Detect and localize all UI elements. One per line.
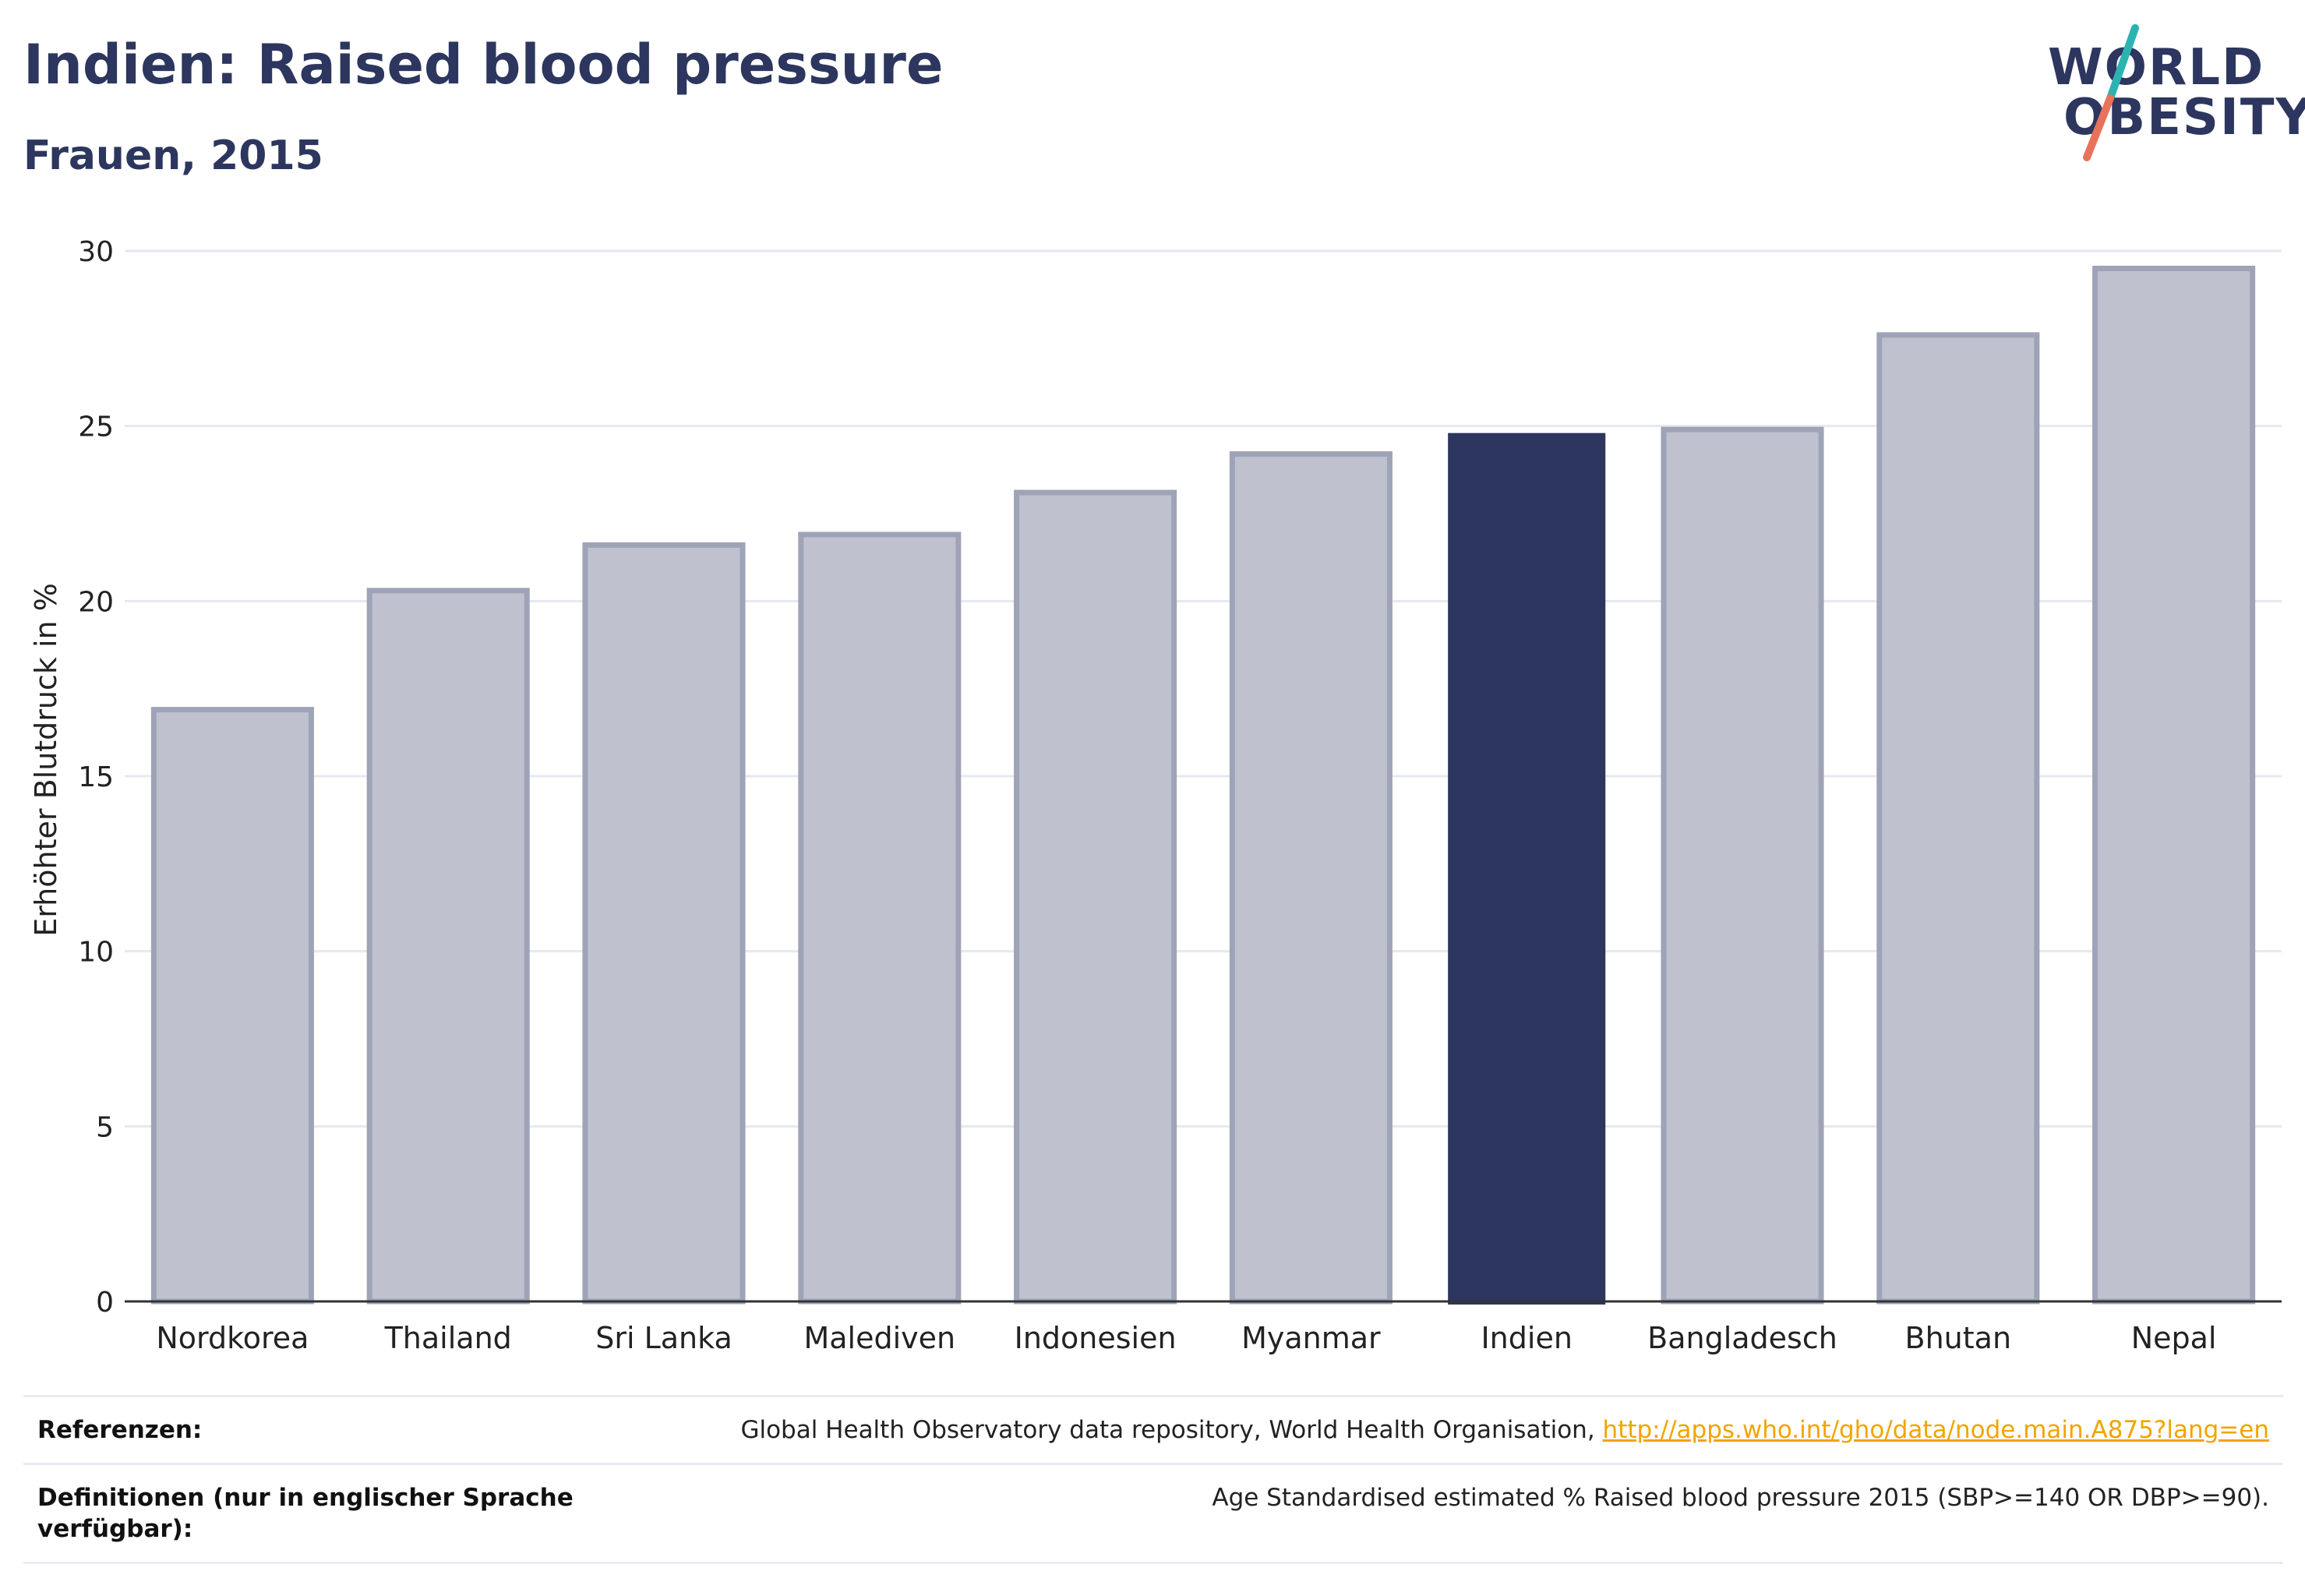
definitions-row: Definitionen (nur in englischer Sprache … [23,1463,2283,1564]
bar-bhutan [1876,332,2040,1305]
x-tick-label: Malediven [803,1321,955,1355]
bar-sri-lanka [582,542,746,1305]
x-tick-label: Bangladesch [1647,1321,1837,1355]
bars [150,265,2256,1305]
bar-nepal [2092,265,2256,1305]
y-tick-label: 15 [78,761,114,793]
bar-nordkorea [150,707,314,1305]
x-axis-ticks: Nordkorea Thailand Sri Lanka Malediven Indon… [156,1321,2216,1355]
references-table: Referenzen: Global Health Observatory da… [23,1395,2283,1564]
y-axis-label: Erhöhter Blutdruck in % [29,583,63,937]
logo-slash-icon [2083,24,2139,161]
bar-chart: 0 5 10 15 20 25 30 Nordkorea Thailand Sri Lanka M… [29,236,2282,1355]
definitions-value: Age Standardised estimated % Raised bloo… [1212,1484,2269,1512]
references-value: Global Health Observatory data repositor… [740,1414,2269,1446]
chart-title: Indien: Raised blood pressure [23,33,944,97]
bar-bangladesch [1661,426,1824,1305]
x-tick-label: Nordkorea [156,1321,309,1355]
bar-indien [1448,433,1606,1305]
y-tick-label: 20 [78,586,114,618]
x-tick-label: Indonesien [1015,1321,1177,1355]
x-tick-label: Thailand [384,1321,512,1355]
x-tick-label: Bhutan [1905,1321,2012,1355]
y-axis-ticks: 0 5 10 15 20 25 30 [78,236,114,1319]
x-tick-label: Indien [1481,1321,1572,1355]
world-obesity-logo: WORLD OBESITY [2026,23,2305,164]
logo-text-world: WORLD [2048,39,2265,97]
bar-indonesien [1014,489,1177,1305]
chart-subtitle: Frauen, 2015 [23,132,323,179]
bar-myanmar [1229,451,1393,1305]
bar-thailand [366,588,530,1305]
references-source-link[interactable]: http://apps.who.int/gho/data/node.main.A… [1602,1416,2269,1444]
references-label: Referenzen: [37,1416,203,1444]
y-tick-label: 25 [78,411,114,443]
y-tick-label: 5 [96,1111,114,1143]
x-tick-label: Sri Lanka [595,1321,732,1355]
x-tick-label: Myanmar [1241,1321,1381,1355]
references-source-text: Global Health Observatory data repositor… [740,1416,1603,1444]
bar-malediven [798,531,962,1305]
definitions-label: Definitionen (nur in englischer Sprache … [37,1484,574,1543]
references-row: Referenzen: Global Health Observatory da… [23,1395,2283,1463]
y-tick-label: 0 [96,1287,114,1319]
x-tick-label: Nepal [2131,1321,2217,1355]
y-tick-label: 10 [78,937,114,969]
y-tick-label: 30 [78,236,114,268]
